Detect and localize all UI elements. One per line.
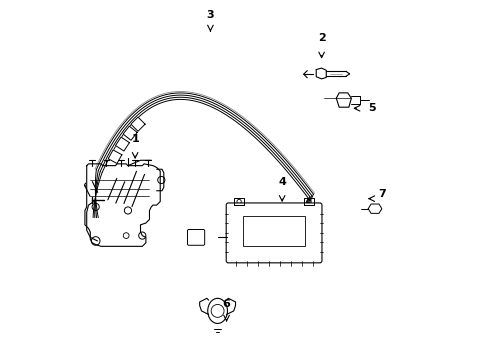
Text: 4: 4 xyxy=(278,177,285,187)
Polygon shape xyxy=(367,204,381,213)
Text: 7: 7 xyxy=(378,189,386,199)
Text: 3: 3 xyxy=(206,10,214,20)
Text: 2: 2 xyxy=(317,33,325,43)
Text: 1: 1 xyxy=(131,134,139,144)
Polygon shape xyxy=(108,150,122,163)
Polygon shape xyxy=(123,126,137,140)
Bar xyxy=(242,216,305,246)
FancyBboxPatch shape xyxy=(187,229,204,245)
Polygon shape xyxy=(336,93,351,107)
Polygon shape xyxy=(115,137,129,151)
Text: 6: 6 xyxy=(222,299,230,309)
Polygon shape xyxy=(131,117,145,131)
FancyBboxPatch shape xyxy=(226,203,321,263)
Text: 5: 5 xyxy=(367,103,375,113)
Polygon shape xyxy=(316,68,325,79)
Polygon shape xyxy=(85,164,160,246)
